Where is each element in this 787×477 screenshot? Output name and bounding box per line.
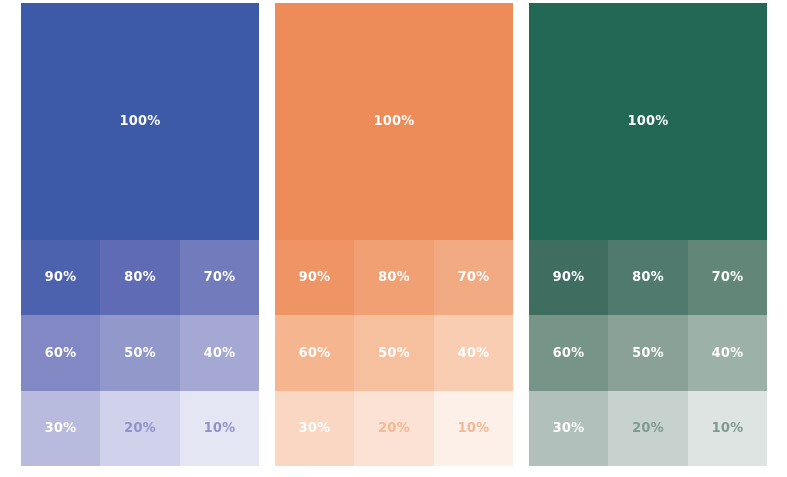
swatch-label: 10% [457,421,490,436]
swatch-10: 10% [688,391,767,466]
swatch-70: 70% [434,240,513,315]
swatch-label: 60% [298,345,331,361]
swatch-30: 30% [275,391,354,466]
tint-grid: 90% 80% 70% 60% 50% 40% 30% 20% 10% [21,240,259,466]
swatch-label: 50% [378,345,410,361]
swatch-label: 20% [378,421,410,436]
tint-grid: 90% 80% 70% 60% 50% 40% 30% 20% 10% [529,240,767,466]
swatch-label: 30% [44,421,77,436]
swatch-70: 70% [180,240,259,315]
swatch-label: 30% [298,421,331,436]
swatch-label: 40% [457,345,490,361]
swatch-label: 100% [119,114,161,129]
swatch-50: 50% [100,315,180,391]
swatch-label: 90% [298,270,331,285]
swatch-60: 60% [275,315,354,391]
swatch-20: 20% [608,391,688,466]
swatch-90: 90% [21,240,100,315]
palette-blue: 100% 90% 80% 70% 60% 50% 40% 30% 20% 10% [21,3,259,466]
swatch-30: 30% [529,391,608,466]
swatch-label: 40% [203,345,236,361]
swatch-label: 10% [203,421,236,436]
swatch-100: 100% [21,3,259,240]
swatch-90: 90% [529,240,608,315]
swatch-20: 20% [354,391,434,466]
swatch-label: 10% [711,421,744,436]
swatch-label: 100% [373,114,415,129]
swatch-label: 60% [552,345,585,361]
swatch-label: 90% [44,270,77,285]
swatch-label: 80% [632,270,664,285]
swatch-label: 90% [552,270,585,285]
swatch-90: 90% [275,240,354,315]
swatch-label: 20% [632,421,664,436]
swatch-80: 80% [100,240,180,315]
swatch-60: 60% [529,315,608,391]
swatch-label: 50% [124,345,156,361]
swatch-40: 40% [434,315,513,391]
swatch-label: 20% [124,421,156,436]
swatch-40: 40% [688,315,767,391]
swatch-60: 60% [21,315,100,391]
swatch-label: 50% [632,345,664,361]
swatch-label: 70% [203,270,236,285]
swatch-label: 30% [552,421,585,436]
swatch-label: 80% [378,270,410,285]
swatch-10: 10% [180,391,259,466]
swatch-40: 40% [180,315,259,391]
swatch-label: 70% [457,270,490,285]
swatch-100: 100% [275,3,513,240]
swatch-20: 20% [100,391,180,466]
tint-grid: 90% 80% 70% 60% 50% 40% 30% 20% 10% [275,240,513,466]
swatch-label: 80% [124,270,156,285]
palette-green: 100% 90% 80% 70% 60% 50% 40% 30% 20% 10% [529,3,767,466]
swatch-label: 40% [711,345,744,361]
swatch-30: 30% [21,391,100,466]
swatch-80: 80% [608,240,688,315]
swatch-100: 100% [529,3,767,240]
swatch-10: 10% [434,391,513,466]
swatch-label: 70% [711,270,744,285]
swatch-label: 60% [44,345,77,361]
palette-orange: 100% 90% 80% 70% 60% 50% 40% 30% 20% 10% [275,3,513,466]
swatch-70: 70% [688,240,767,315]
swatch-50: 50% [608,315,688,391]
swatch-label: 100% [627,114,669,129]
swatch-80: 80% [354,240,434,315]
swatch-50: 50% [354,315,434,391]
